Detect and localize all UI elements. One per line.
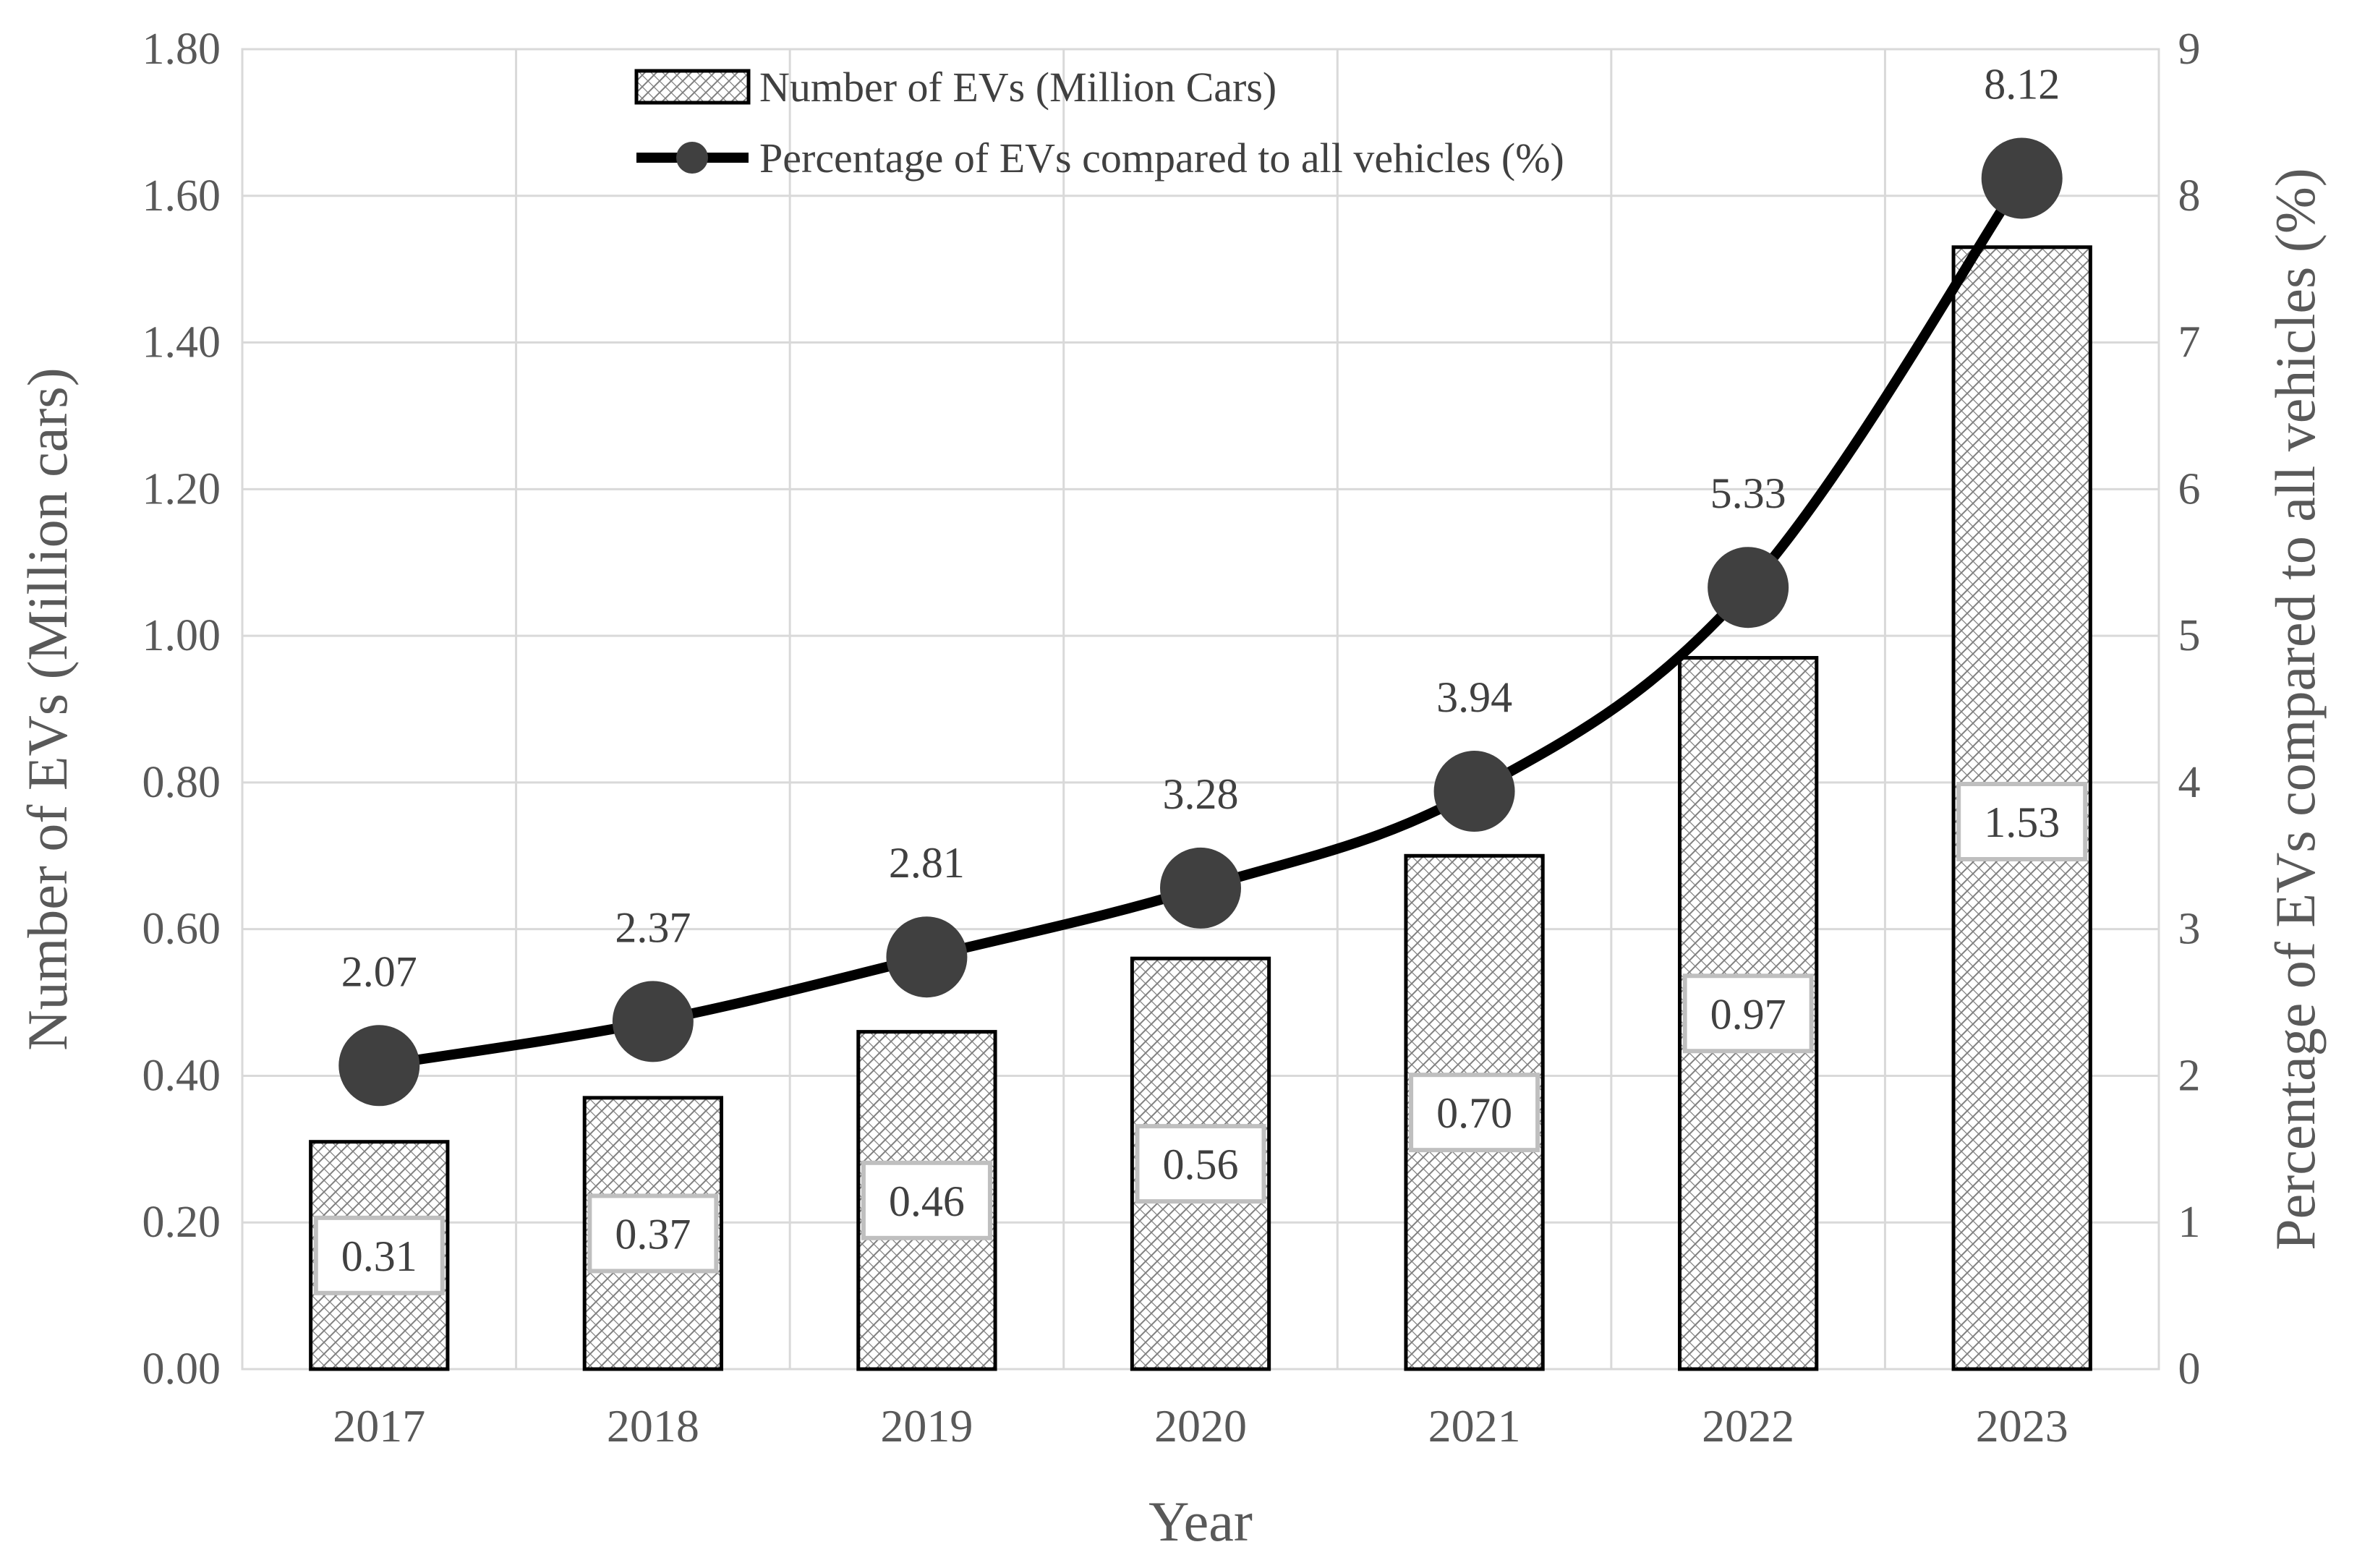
bar-value-label: 0.31 <box>341 1232 417 1280</box>
line-marker <box>1433 751 1515 832</box>
y-tick-label: 1.60 <box>142 171 221 221</box>
y2-tick-label: 0 <box>2178 1345 2201 1394</box>
y2-tick-label: 6 <box>2178 464 2201 514</box>
bar-label-box <box>1409 1073 1540 1153</box>
y-tick-label: 1.20 <box>142 464 221 514</box>
percentage-label: 2.81 <box>889 839 965 887</box>
bar-value-label: 1.53 <box>1984 798 2060 846</box>
bar-value-label: 0.46 <box>889 1177 965 1225</box>
legend-bar-label: Number of EVs (Million Cars) <box>759 64 1276 111</box>
percentage-label: 3.28 <box>1163 770 1239 818</box>
line-marker <box>1160 847 1241 929</box>
y-tick-label: 0.40 <box>142 1051 221 1100</box>
y2-axis-title: Percentage of EVs compared to all vehicl… <box>2264 168 2327 1250</box>
bar-value-label: 0.97 <box>1710 990 1786 1038</box>
x-tick-label: 2020 <box>1154 1400 1247 1452</box>
line-marker <box>886 916 968 998</box>
bar-label-box <box>1135 1124 1266 1204</box>
line-marker <box>612 981 694 1062</box>
bar-label-box <box>861 1160 992 1240</box>
bar-label-box <box>1682 973 1814 1054</box>
line-marker <box>338 1025 420 1107</box>
line-marker <box>1981 137 2063 219</box>
y-tick-label: 0.00 <box>142 1345 221 1394</box>
percentage-label: 3.94 <box>1436 673 1512 721</box>
bar-label-box <box>1956 781 2088 861</box>
y2-tick-label: 9 <box>2178 25 2201 74</box>
line-marker <box>1708 547 1789 629</box>
y-tick-label: 1.80 <box>142 25 221 74</box>
y-tick-label: 0.20 <box>142 1198 221 1247</box>
legend: Number of EVs (Million Cars) Percentage o… <box>634 64 1564 182</box>
y2-tick-label: 7 <box>2178 318 2201 367</box>
y2-tick-label: 4 <box>2178 758 2201 807</box>
y-axis-title: Number of EVs (Million cars) <box>16 367 79 1050</box>
x-axis-title: Year <box>1148 1490 1253 1553</box>
y2-tick-label: 2 <box>2178 1051 2201 1100</box>
y-tick-label: 0.60 <box>142 905 221 954</box>
bar-label-box <box>313 1215 445 1295</box>
bar-value-label: 0.56 <box>1163 1141 1239 1188</box>
y-tick-label: 0.80 <box>142 758 221 807</box>
percentage-label: 2.07 <box>341 947 417 995</box>
y-tick-label: 1.00 <box>142 611 221 660</box>
legend-line-label: Percentage of EVs compared to all vehicl… <box>759 135 1564 182</box>
y2-tick-label: 3 <box>2178 905 2201 954</box>
bar-value-label: 0.37 <box>615 1210 691 1258</box>
bar-label-box <box>587 1193 719 1274</box>
x-tick-label: 2023 <box>1976 1400 2068 1452</box>
x-tick-label: 2021 <box>1428 1400 1521 1452</box>
x-tick-label: 2017 <box>333 1400 425 1452</box>
axes: 0.00 0.20 0.40 0.60 0.80 1.00 1.20 1.40 1.60 1.80… <box>16 25 2327 1553</box>
percentage-line <box>338 137 2063 1107</box>
y2-tick-label: 8 <box>2178 171 2201 221</box>
x-tick-label: 2022 <box>1702 1400 1794 1452</box>
x-tick-label: 2018 <box>607 1400 699 1452</box>
bar-value-label: 0.70 <box>1436 1089 1512 1137</box>
percentage-label: 5.33 <box>1710 469 1786 517</box>
data-labels: 2.07 2.37 2.81 3.28 3.94 5.33 8.12 0.31 0.37 0.46… <box>313 60 2088 1295</box>
percentage-label: 2.37 <box>615 903 691 951</box>
y-tick-label: 1.40 <box>142 318 221 367</box>
legend-bar-swatch <box>634 69 751 105</box>
legend-marker-swatch <box>676 142 708 174</box>
x-tick-label: 2019 <box>880 1400 973 1452</box>
y2-tick-label: 5 <box>2178 611 2201 660</box>
percentage-label: 8.12 <box>1984 60 2060 108</box>
y2-tick-label: 1 <box>2178 1198 2201 1247</box>
gridlines <box>241 48 2160 1371</box>
